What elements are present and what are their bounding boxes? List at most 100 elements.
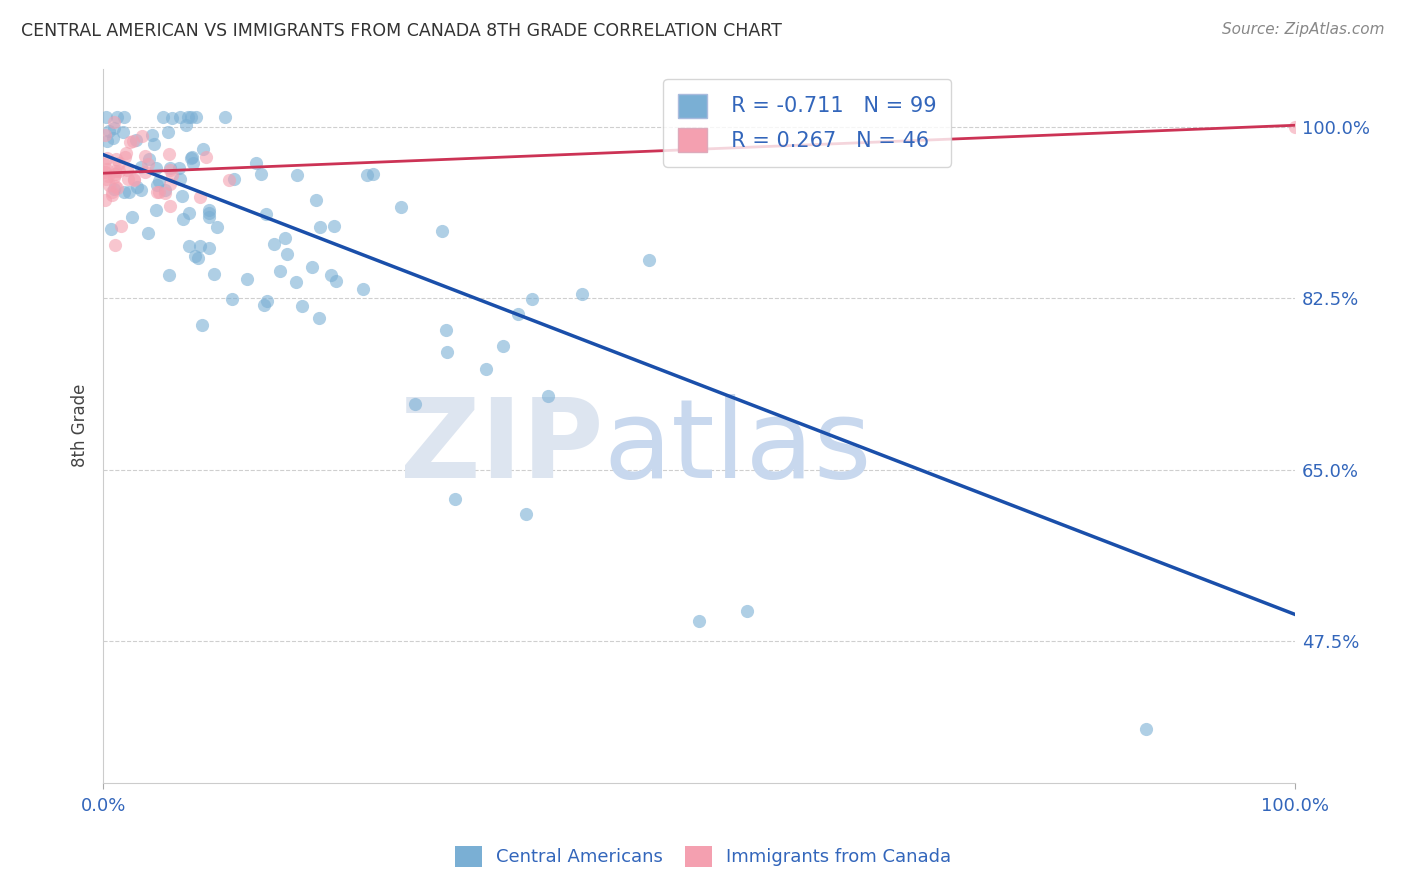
Point (146, 185, 169, 199)
Point (145, 161, 167, 175)
Point (236, 272, 259, 286)
Point (179, 206, 201, 220)
Point (352, 282, 374, 296)
Point (177, 111, 200, 125)
Point (159, 199, 181, 213)
Point (198, 206, 221, 220)
Point (169, 171, 191, 186)
Point (184, 111, 207, 125)
Point (110, 219, 132, 233)
Point (127, 180, 149, 194)
Point (169, 111, 191, 125)
Point (94, 128, 117, 142)
Point (122, 172, 145, 186)
Point (152, 111, 174, 125)
Point (100, 222, 122, 236)
Point (101, 130, 124, 145)
Text: atlas: atlas (603, 393, 872, 500)
Point (174, 118, 197, 132)
Point (515, 507, 537, 521)
Point (160, 111, 183, 125)
Legend: Central Americans, Immigrants from Canada: Central Americans, Immigrants from Canad… (447, 838, 959, 874)
Text: CENTRAL AMERICAN VS IMMIGRANTS FROM CANADA 8TH GRADE CORRELATION CHART: CENTRAL AMERICAN VS IMMIGRANTS FROM CANA… (21, 22, 782, 40)
Point (122, 173, 145, 187)
Point (169, 161, 191, 175)
Legend:   R = -0.711   N = 99,   R = 0.267   N = 46: R = -0.711 N = 99, R = 0.267 N = 46 (664, 78, 950, 167)
Point (254, 207, 277, 221)
Point (180, 151, 202, 165)
Point (188, 190, 211, 204)
Point (93, 193, 115, 207)
Point (105, 181, 128, 195)
Point (96, 162, 118, 177)
Point (136, 226, 159, 240)
Point (205, 219, 228, 234)
Point (688, 614, 710, 628)
Point (180, 111, 202, 125)
Point (325, 274, 347, 288)
Point (108, 164, 131, 178)
Point (224, 171, 246, 186)
Point (506, 308, 529, 322)
Point (735, 605, 758, 619)
Point (112, 111, 135, 125)
Point (291, 299, 314, 313)
Point (361, 167, 384, 181)
Point (105, 111, 128, 125)
Point (187, 251, 209, 265)
Point (537, 389, 560, 403)
Point (93, 157, 115, 171)
Point (103, 115, 125, 129)
Point (202, 267, 225, 281)
Point (198, 211, 221, 225)
Point (100, 188, 122, 202)
Point (136, 157, 159, 171)
Point (117, 172, 139, 186)
Point (263, 237, 285, 252)
Point (305, 193, 328, 207)
Point (285, 169, 308, 183)
Point (191, 318, 214, 332)
Point (436, 345, 458, 359)
Point (131, 183, 153, 197)
Point (104, 167, 127, 181)
Point (143, 136, 166, 151)
Point (138, 153, 160, 167)
Point (117, 163, 139, 178)
Point (214, 111, 236, 125)
Point (114, 150, 136, 164)
Point (157, 125, 180, 139)
Point (443, 491, 465, 506)
Point (148, 185, 170, 199)
Point (120, 135, 142, 149)
Point (112, 125, 135, 139)
Point (103, 170, 125, 185)
Point (245, 155, 267, 169)
Point (638, 252, 661, 267)
Point (104, 179, 127, 194)
Point (96, 134, 118, 148)
Point (198, 241, 221, 255)
Point (155, 183, 177, 197)
Point (250, 167, 273, 181)
Point (571, 287, 593, 301)
Point (160, 168, 183, 182)
Point (125, 133, 148, 147)
Point (94, 165, 117, 179)
Point (269, 264, 291, 278)
Point (97, 178, 120, 192)
Point (430, 224, 453, 238)
Point (107, 156, 129, 170)
Point (103, 120, 125, 135)
Point (157, 147, 180, 161)
Point (274, 230, 297, 244)
Point (98, 124, 121, 138)
Point (256, 294, 278, 309)
Point (104, 163, 127, 178)
Point (1135, 722, 1157, 736)
Point (195, 151, 218, 165)
Point (285, 275, 308, 289)
Point (134, 165, 156, 179)
Point (308, 311, 330, 326)
Y-axis label: 8th Grade: 8th Grade (72, 384, 89, 467)
